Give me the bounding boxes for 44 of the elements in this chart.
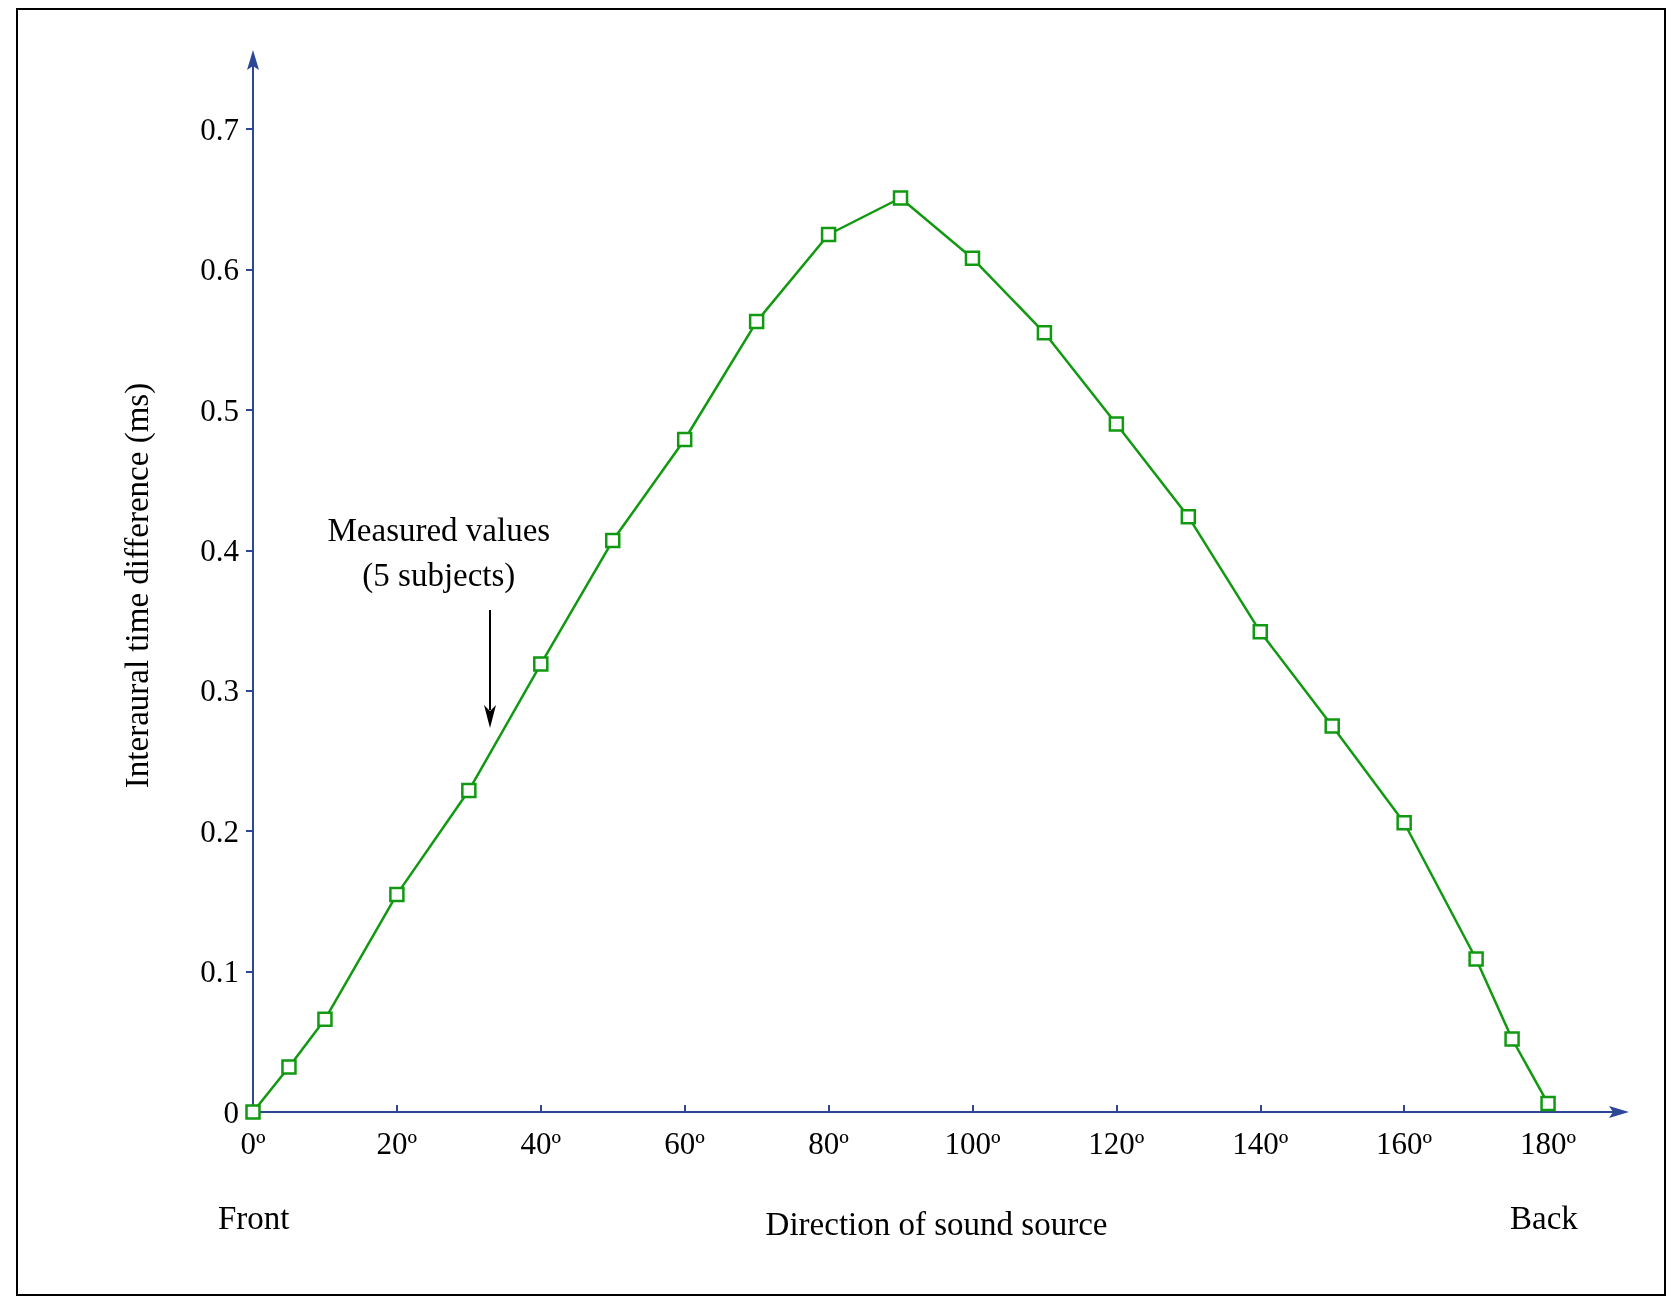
y-tick-label: 0.6	[200, 252, 239, 288]
x-tick-label: 0º	[240, 1126, 266, 1161]
x-tick-label: 120º	[1088, 1126, 1145, 1161]
point	[748, 313, 765, 330]
point	[1504, 1031, 1520, 1047]
x-tick-label: 180º	[1519, 1126, 1577, 1161]
x-tick-label: 100º	[944, 1126, 1001, 1161]
point	[281, 1059, 297, 1075]
y-tick-label: 0.2	[200, 813, 239, 849]
point	[389, 886, 405, 903]
point	[1108, 416, 1125, 432]
x-tick-label: 80º	[808, 1126, 850, 1161]
y-axis-title: Interaural time difference (ms)	[118, 382, 156, 789]
y-tick-label: 0	[223, 1094, 239, 1130]
point	[604, 532, 621, 549]
point	[317, 1011, 333, 1028]
x-tick-label: 40º	[520, 1126, 562, 1161]
x-axis-title: Direction of sound source	[765, 1205, 1108, 1242]
point	[964, 250, 981, 267]
y-tick-label: 0.7	[200, 111, 239, 147]
point	[676, 431, 693, 448]
point	[1324, 718, 1340, 734]
x-tick-label: 140º	[1232, 1126, 1289, 1161]
x-tick-label: 60º	[664, 1126, 706, 1161]
text: Back	[1510, 1199, 1578, 1238]
y-tick-label: 0.3	[200, 673, 239, 709]
point	[1036, 325, 1053, 341]
text: Front	[218, 1199, 290, 1238]
y-tick-label: 0.1	[200, 954, 239, 990]
point	[245, 1104, 261, 1120]
point	[1540, 1095, 1556, 1112]
point	[892, 190, 909, 206]
point	[533, 656, 549, 672]
point	[820, 226, 837, 243]
x-tick-label: 160º	[1376, 1126, 1433, 1161]
y-tick-label: 0.5	[200, 392, 239, 428]
annotation: Measured values (5 subjects)	[327, 511, 551, 595]
y-tick-label: 0.4	[200, 532, 240, 568]
point	[461, 782, 477, 799]
point	[1468, 951, 1484, 967]
point	[1396, 815, 1412, 831]
point	[1252, 624, 1269, 640]
point	[1180, 508, 1197, 525]
x-tick-label: 20º	[376, 1126, 418, 1161]
